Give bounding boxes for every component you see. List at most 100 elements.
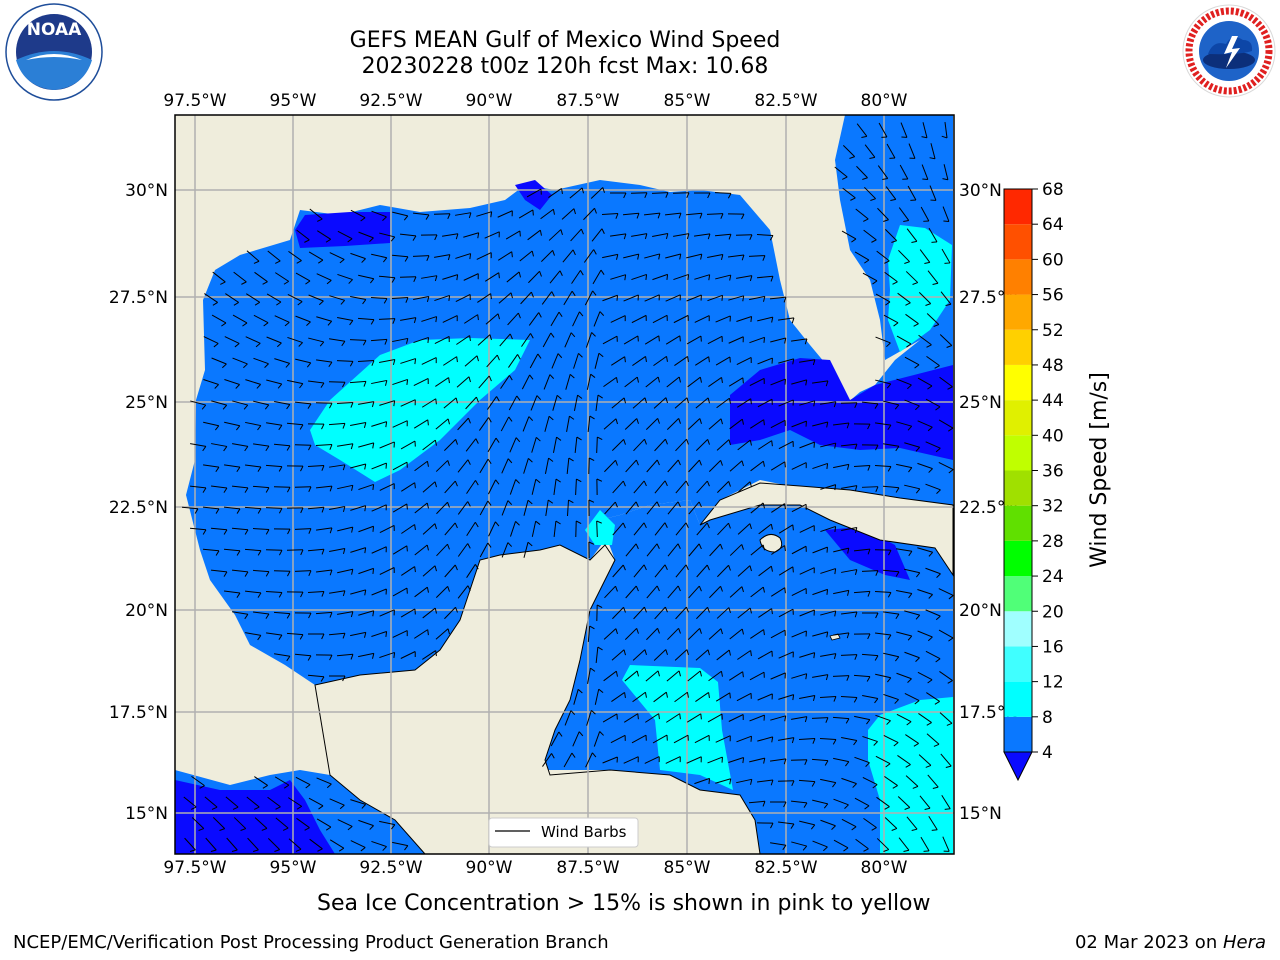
wind-barb-flag (278, 508, 283, 514)
wind-barb (501, 500, 509, 516)
wind-barb-flag (846, 464, 850, 470)
wind-barb-flag (936, 573, 941, 578)
wind-barb-flag (790, 823, 795, 829)
wind-barb (632, 397, 646, 409)
wind-barb (435, 586, 449, 598)
lat-labels-left: 30°N27.5°N25°N22.5°N20°N17.5°N15°N (109, 181, 168, 824)
wind-barb-flag (555, 478, 561, 483)
wind-barb-flag (305, 784, 311, 789)
wind-barb (548, 188, 562, 198)
wind-barb-flag (763, 758, 766, 764)
wind-barb-flag (643, 522, 647, 529)
wind-barb-flag (593, 249, 597, 255)
wind-barb-flag (338, 847, 345, 852)
wind-barb-flag (849, 156, 855, 159)
wind-barb (736, 315, 752, 323)
wind-barb-flag (699, 670, 702, 677)
wind-barb (602, 713, 618, 723)
wind-barb (696, 564, 708, 578)
wind-barb (708, 418, 722, 430)
wind-barb (715, 274, 731, 280)
wind-barb-flag (872, 784, 878, 789)
wind-barb (750, 544, 764, 556)
wind-barb-flag (308, 528, 312, 534)
wind-barb-flag (488, 375, 492, 382)
wind-barb (501, 458, 509, 474)
wind-barb-flag (406, 545, 408, 552)
wind-barb (273, 486, 291, 488)
wind-barb (466, 564, 476, 578)
wind-barb (358, 483, 374, 491)
wind-barb (542, 753, 552, 767)
wind-barb (750, 586, 764, 598)
wind-barb (799, 652, 815, 658)
wind-barb-flag (887, 634, 892, 640)
wind-barb-flag (592, 290, 597, 296)
wind-barb (566, 457, 570, 475)
wind-barb-flag (295, 848, 302, 852)
wind-barb (509, 479, 517, 495)
wind-barb-flag (887, 424, 892, 431)
wind-barb-flag (678, 418, 681, 424)
wind-barb (736, 778, 752, 784)
wind-barb-flag (223, 487, 228, 493)
wind-barb-flag (265, 613, 270, 619)
wind-barb (287, 293, 303, 303)
wind-barb-flag (886, 342, 891, 348)
yucatan-peninsula (314, 544, 761, 854)
wind-barb (855, 838, 869, 850)
wind-barb-flag (614, 501, 618, 508)
wind-barb (484, 272, 500, 282)
wind-barb (633, 438, 645, 452)
wind-barb (917, 462, 933, 470)
wind-barb (841, 611, 857, 615)
wind-barb-flag (728, 398, 731, 404)
wind-barb-flag (350, 654, 354, 660)
wind-barb (904, 442, 920, 448)
wind-barb (674, 397, 688, 409)
wind-barb (841, 526, 857, 532)
wind-barb (770, 672, 786, 680)
wind-barb-flag (845, 761, 850, 767)
wind-barb-flag (678, 670, 681, 677)
wind-barb (400, 440, 416, 450)
wind-barb-flag (591, 332, 596, 337)
wind-barb-flag (596, 478, 603, 482)
wind-barb (275, 272, 289, 282)
wind-barb (624, 628, 638, 640)
wind-barb-flag (555, 520, 561, 525)
wind-barb-flag (813, 652, 816, 659)
wind-barb (307, 465, 325, 467)
wind-barb (358, 274, 374, 280)
wind-barb-flag (220, 281, 226, 285)
wind-barb (833, 839, 849, 849)
lat-label-left: 27.5°N (109, 288, 168, 308)
wind-barb (675, 564, 687, 578)
wind-barb (654, 480, 666, 494)
wind-barb (337, 568, 353, 574)
colorbar-tick-label: 64 (1042, 215, 1064, 235)
wind-barb-flag (871, 827, 877, 831)
wind-barb-flag (426, 502, 429, 509)
wind-barb (675, 522, 687, 536)
wind-barb (379, 524, 395, 534)
wind-barb-flag (189, 849, 196, 852)
wind-barb (611, 397, 625, 409)
wind-barb (379, 400, 395, 406)
colorbar-tick-label: 32 (1042, 497, 1064, 517)
wind-barb (729, 671, 743, 681)
wind-barb (667, 543, 679, 557)
wind-barb-flag (510, 292, 513, 299)
wind-barb-flag (928, 551, 934, 557)
wind-barb-flag (741, 628, 744, 635)
wind-barb-flag (874, 698, 879, 704)
wind-barb (413, 336, 429, 344)
wind-barb-flag (426, 461, 429, 467)
wind-barb-flag (384, 339, 388, 345)
wind-barb-flag (578, 353, 583, 358)
wind-barb-flag (286, 655, 291, 662)
wind-barb (696, 480, 708, 494)
wind-barb (392, 545, 408, 555)
wind-barb-flag (749, 523, 752, 530)
wind-barb (233, 817, 247, 829)
